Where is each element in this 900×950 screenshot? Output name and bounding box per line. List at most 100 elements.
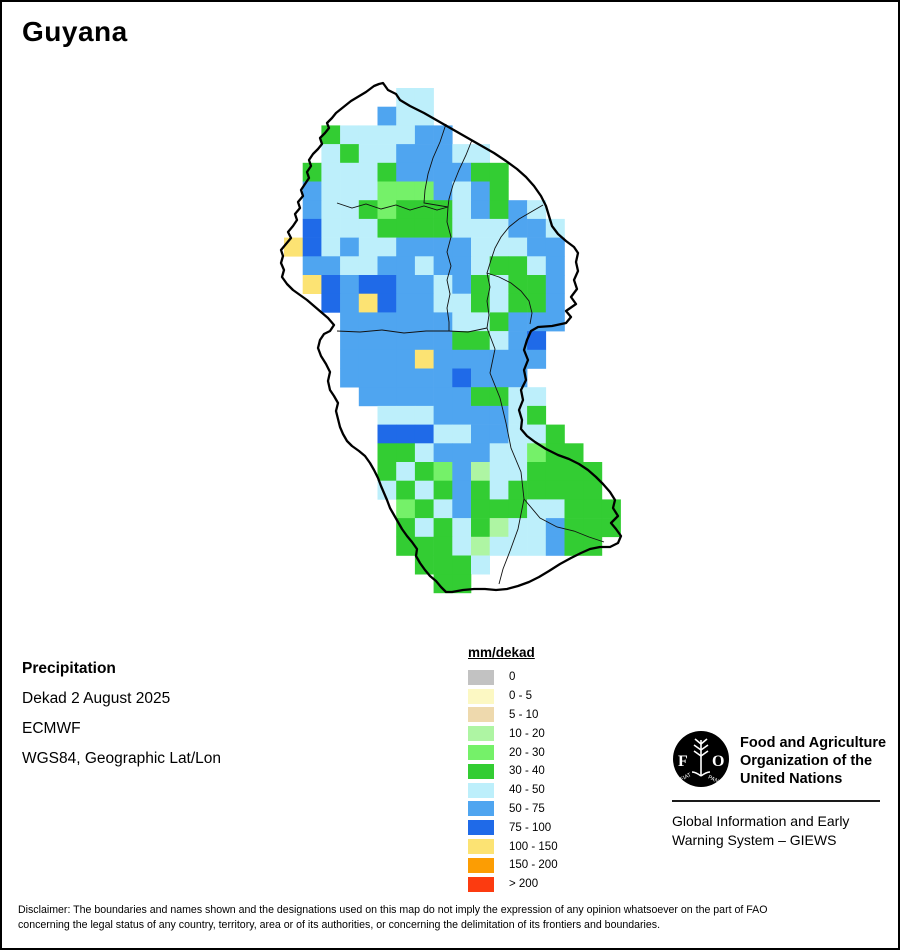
- raster-cell: [489, 349, 509, 369]
- svg-text:FIAT: FIAT: [679, 772, 693, 783]
- raster-cell: [508, 480, 528, 500]
- raster-cell: [489, 536, 509, 556]
- raster-cell: [396, 181, 416, 201]
- raster-cell: [527, 218, 547, 238]
- raster-cell: [527, 518, 547, 538]
- raster-cell: [396, 237, 416, 257]
- raster-cell: [527, 200, 547, 220]
- raster-cell: [358, 181, 378, 201]
- raster-cell: [358, 312, 378, 332]
- raster-cell: [489, 424, 509, 444]
- raster-cell: [414, 125, 434, 145]
- raster-cell: [358, 237, 378, 257]
- legend-entry: 5 - 10: [468, 706, 558, 725]
- raster-cell: [414, 88, 434, 107]
- raster-cell: [471, 162, 490, 182]
- raster-cell: [527, 331, 547, 351]
- raster-cell: [527, 462, 547, 481]
- raster-cell: [302, 275, 322, 294]
- raster-cell: [340, 218, 360, 238]
- raster-cell: [489, 480, 509, 500]
- raster-cell: [583, 480, 603, 500]
- raster-cell: [377, 200, 397, 220]
- legend-swatch: [468, 763, 494, 779]
- admin-boundary: [523, 498, 605, 543]
- raster-cell: [471, 237, 490, 257]
- raster-cell: [414, 237, 434, 257]
- legend-label: 75 - 100: [509, 821, 552, 834]
- svg-text:F: F: [678, 753, 688, 770]
- admin-boundary: [336, 327, 488, 334]
- raster-cell: [302, 256, 322, 276]
- raster-cell: [489, 312, 509, 332]
- raster-cell: [564, 480, 584, 500]
- legend-swatch: [468, 857, 494, 873]
- raster-cell: [471, 480, 490, 500]
- raster-cell: [396, 405, 416, 425]
- raster-cell: [583, 462, 603, 481]
- giews-label: Global Information and Early Warning Sys…: [672, 813, 850, 848]
- raster-cell: [433, 574, 453, 594]
- raster-cell: [452, 443, 472, 463]
- raster-cell: [564, 536, 584, 556]
- raster-cell: [452, 162, 472, 182]
- raster-cell: [508, 387, 528, 407]
- raster-cell: [452, 536, 472, 556]
- raster-cell: [489, 331, 509, 351]
- raster-cell: [471, 293, 490, 313]
- legend-entry: 30 - 40: [468, 762, 558, 781]
- legend-entry: 100 - 150: [468, 837, 558, 856]
- legend-entry: > 200: [468, 875, 558, 894]
- legend-label: 0: [509, 671, 516, 684]
- raster-cell: [396, 443, 416, 463]
- admin-boundary: [447, 139, 473, 208]
- legend-label: > 200: [509, 878, 539, 891]
- raster-cell: [340, 256, 360, 276]
- legend-swatch: [468, 745, 494, 761]
- raster-cell: [508, 349, 528, 369]
- raster-cell: [452, 387, 472, 407]
- raster-cell: [414, 349, 434, 369]
- raster-cell: [396, 480, 416, 500]
- raster-cell: [545, 536, 565, 556]
- admin-boundary: [336, 202, 449, 211]
- raster-cell: [545, 256, 565, 276]
- raster-cell: [414, 424, 434, 444]
- raster-cell: [414, 462, 434, 481]
- raster-cell: [396, 536, 416, 556]
- raster-cell: [284, 237, 303, 257]
- raster-cell: [545, 480, 565, 500]
- raster-cell: [396, 125, 416, 145]
- raster-cell: [396, 331, 416, 351]
- raster-cell: [321, 256, 341, 276]
- raster-cell: [358, 144, 378, 164]
- raster-cell: [452, 480, 472, 500]
- raster-cell: [340, 275, 360, 294]
- raster-cell: [377, 106, 397, 126]
- legend-label: 30 - 40: [509, 765, 545, 778]
- raster-cell: [433, 368, 453, 388]
- legend-label: 10 - 20: [509, 727, 545, 740]
- raster-cell: [452, 256, 472, 276]
- legend-swatch: [468, 839, 494, 855]
- raster-cell: [396, 256, 416, 276]
- raster-cell: [452, 181, 472, 201]
- raster-cell: [358, 218, 378, 238]
- legend-swatch: [468, 688, 494, 704]
- raster-cell: [414, 480, 434, 500]
- raster-cell: [489, 518, 509, 538]
- raster-cell: [433, 518, 453, 538]
- raster-cell: [358, 275, 378, 294]
- raster-cell: [471, 405, 490, 425]
- raster-cell: [414, 181, 434, 201]
- legend-label: 50 - 75: [509, 802, 545, 815]
- raster-cell: [377, 331, 397, 351]
- raster-cell: [545, 275, 565, 294]
- country-outline: [279, 81, 623, 594]
- raster-cell: [377, 162, 397, 182]
- raster-cell: [508, 218, 528, 238]
- raster-cell: [471, 181, 490, 201]
- raster-cell: [452, 237, 472, 257]
- raster-cell: [321, 200, 341, 220]
- raster-cell: [433, 312, 453, 332]
